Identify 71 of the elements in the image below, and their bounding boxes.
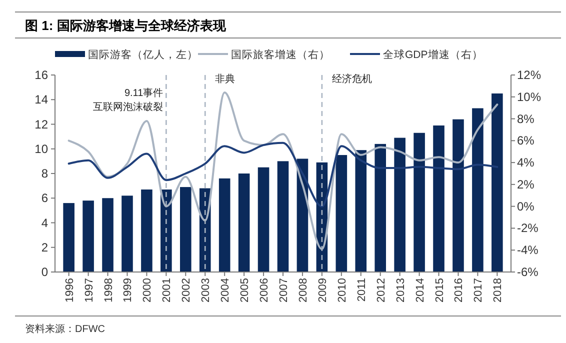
y2-tick-label: 0% bbox=[517, 199, 535, 214]
ref-line-label: 9.11事件 bbox=[124, 87, 164, 99]
bar bbox=[374, 144, 386, 272]
x-tick-label: 2014 bbox=[414, 278, 426, 302]
bar bbox=[218, 178, 230, 272]
chart-title: 图 1: 国际游客增速与全球经济表现 bbox=[25, 18, 227, 33]
bar bbox=[472, 108, 484, 272]
bar bbox=[82, 200, 94, 272]
y-tick-label: 10 bbox=[34, 142, 48, 156]
x-tick-label: 1997 bbox=[83, 278, 96, 302]
ref-line-label: 经济危机 bbox=[332, 73, 372, 85]
y-tick-label: 4 bbox=[41, 216, 48, 230]
bar bbox=[414, 132, 425, 272]
y-tick-label: 8 bbox=[41, 166, 48, 180]
y-tick-label: 2 bbox=[41, 240, 48, 254]
y-tick-label: 12 bbox=[34, 117, 48, 132]
x-tick-label: 2010 bbox=[336, 278, 348, 302]
bar bbox=[355, 150, 367, 272]
x-tick-label: 2000 bbox=[142, 278, 154, 302]
bar bbox=[63, 203, 74, 272]
x-tick-label: 2002 bbox=[180, 278, 193, 302]
line-series bbox=[68, 142, 498, 208]
x-tick-label: 2017 bbox=[472, 278, 485, 302]
x-tick-label: 2003 bbox=[200, 278, 212, 302]
annotation: 互联网泡沫破裂 bbox=[93, 101, 164, 113]
y2-tick-label: 8% bbox=[517, 112, 535, 126]
x-tick-label: 2016 bbox=[453, 278, 466, 302]
y2-tick-label: 6% bbox=[517, 134, 535, 148]
x-tick-label: 1998 bbox=[102, 278, 115, 302]
bar bbox=[336, 155, 348, 272]
bar bbox=[258, 167, 270, 272]
x-tick-label: 1999 bbox=[122, 278, 134, 302]
x-tick-label: 2007 bbox=[278, 278, 290, 302]
bar bbox=[180, 187, 192, 272]
bar bbox=[492, 93, 503, 272]
y2-tick-label: 4% bbox=[517, 156, 535, 170]
bar bbox=[277, 161, 289, 272]
x-tick-label: 2009 bbox=[316, 278, 329, 302]
legend-label: 国际旅客增速（右） bbox=[231, 48, 330, 61]
ref-line-label: 非典 bbox=[215, 73, 236, 85]
x-tick-label: 2015 bbox=[434, 278, 446, 302]
bar bbox=[102, 198, 114, 272]
y2-tick-label: -2% bbox=[517, 221, 539, 236]
x-tick-label: 2005 bbox=[239, 278, 252, 302]
bar bbox=[238, 174, 250, 272]
x-tick-label: 2004 bbox=[220, 278, 232, 302]
bar bbox=[433, 125, 444, 272]
x-tick-label: 2006 bbox=[258, 278, 271, 302]
x-tick-label: 2013 bbox=[394, 278, 407, 302]
y2-tick-label: 10% bbox=[517, 90, 542, 104]
y2-tick-label: -4% bbox=[517, 243, 539, 258]
y2-tick-label: 12% bbox=[517, 68, 542, 82]
bar bbox=[122, 196, 133, 272]
text: 资料来源：DFWC bbox=[25, 323, 105, 335]
x-tick-label: 2011 bbox=[356, 278, 368, 302]
y2-tick-label: 2% bbox=[517, 177, 535, 192]
x-tick-label: 1996 bbox=[64, 278, 76, 302]
bar bbox=[394, 138, 406, 272]
x-tick-label: 2012 bbox=[375, 278, 388, 302]
x-tick-label: 2001 bbox=[161, 278, 174, 302]
x-tick-label: 2018 bbox=[492, 278, 504, 302]
bar bbox=[141, 190, 152, 272]
y-tick-label: 6 bbox=[41, 191, 48, 206]
y-tick-label: 14 bbox=[34, 92, 48, 107]
legend-label: 全球GDP增速（右） bbox=[383, 48, 483, 61]
y-tick-label: 16 bbox=[34, 68, 48, 82]
x-tick-label: 2008 bbox=[297, 278, 310, 302]
y-tick-label: 0 bbox=[41, 265, 48, 279]
y2-tick-label: -6% bbox=[517, 265, 539, 279]
legend-label: 国际游客（亿人，左） bbox=[88, 48, 198, 61]
bar bbox=[452, 119, 464, 272]
